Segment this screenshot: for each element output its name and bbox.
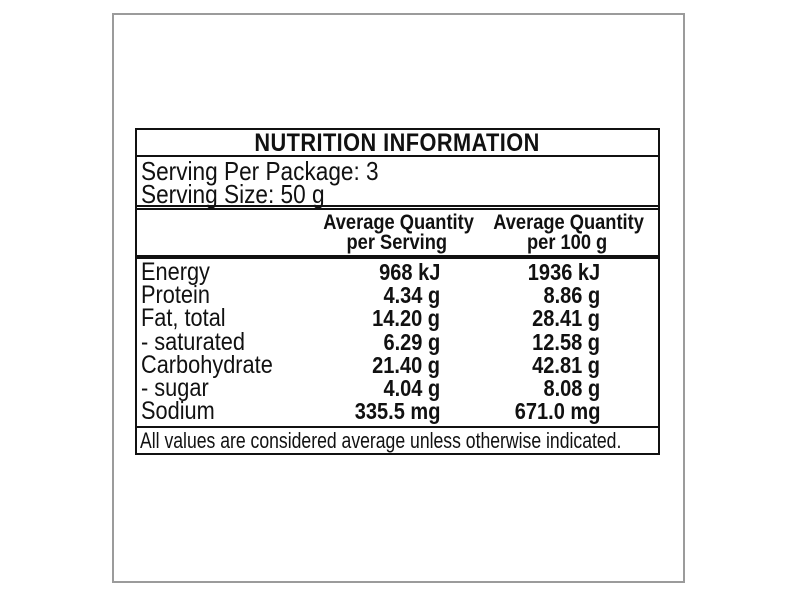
value-per-100g: 1936 kJ: [527, 259, 600, 285]
nutrient-name: Energy: [141, 258, 210, 286]
value-per-100g: 671.0 mg: [514, 398, 600, 425]
value-per-100g: 12.58 g: [532, 328, 600, 355]
double-rule: [137, 207, 658, 210]
nutrient-name: Fat, total: [141, 304, 226, 333]
image-frame: NUTRITION INFORMATION Serving Per Packag…: [112, 13, 685, 583]
table-row-saturated: - saturated 6.29 g 12.58 g: [137, 327, 658, 356]
value-per-100g: 8.08 g: [543, 375, 600, 402]
label-title-text: NUTRITION INFORMATION: [254, 129, 541, 157]
nutrient-name: - saturated: [141, 327, 245, 356]
value-per-serving: 6.29 g: [383, 328, 440, 355]
nutrient-table: Energy 968 kJ 1936 kJ Protein 4.34 g 8.8…: [137, 259, 658, 426]
table-row-protein: Protein 4.34 g 8.86 g: [137, 281, 658, 310]
label-title: NUTRITION INFORMATION: [137, 130, 658, 157]
table-row-carbohydrate: Carbohydrate 21.40 g 42.81 g: [137, 350, 658, 379]
value-per-serving: 4.34 g: [383, 282, 440, 309]
nutrient-name: Sodium: [141, 397, 215, 426]
nutrient-name: Carbohydrate: [141, 350, 273, 379]
value-per-100g: 28.41 g: [532, 305, 600, 332]
footnote-text: All values are considered average unless…: [140, 428, 622, 454]
nutrient-name: - sugar: [141, 374, 209, 403]
footnote: All values are considered average unless…: [137, 426, 658, 453]
value-per-serving: 335.5 mg: [354, 398, 440, 425]
table-row-fat-total: Fat, total 14.20 g 28.41 g: [137, 304, 658, 333]
value-per-serving: 968 kJ: [378, 259, 440, 285]
value-per-serving: 4.04 g: [383, 375, 440, 402]
value-per-100g: 8.86 g: [543, 282, 600, 309]
nutrition-label: NUTRITION INFORMATION Serving Per Packag…: [135, 128, 660, 456]
nutrient-name: Protein: [141, 281, 210, 310]
column-header-per-100g: Average Quantity per 100 g: [493, 211, 644, 254]
value-per-serving: 14.20 g: [372, 305, 440, 332]
table-row-sodium: Sodium 335.5 mg 671.0 mg: [137, 397, 658, 426]
nutrient-column-header-empty: [137, 213, 312, 253]
column-headers: Average Quantity per Serving Average Qua…: [137, 210, 658, 259]
value-per-serving: 21.40 g: [372, 351, 440, 378]
serving-size: Serving Size: 50 g: [141, 179, 325, 209]
serving-info: Serving Per Package: 3 Serving Size: 50 …: [137, 157, 658, 207]
column-header-per-serving: Average Quantity per Serving: [323, 211, 474, 254]
table-row-sugar: - sugar 4.04 g 8.08 g: [137, 374, 658, 403]
table-row-energy: Energy 968 kJ 1936 kJ: [137, 258, 658, 286]
value-per-100g: 42.81 g: [532, 351, 600, 378]
serving-per-package: Serving Per Package: 3: [141, 156, 379, 186]
